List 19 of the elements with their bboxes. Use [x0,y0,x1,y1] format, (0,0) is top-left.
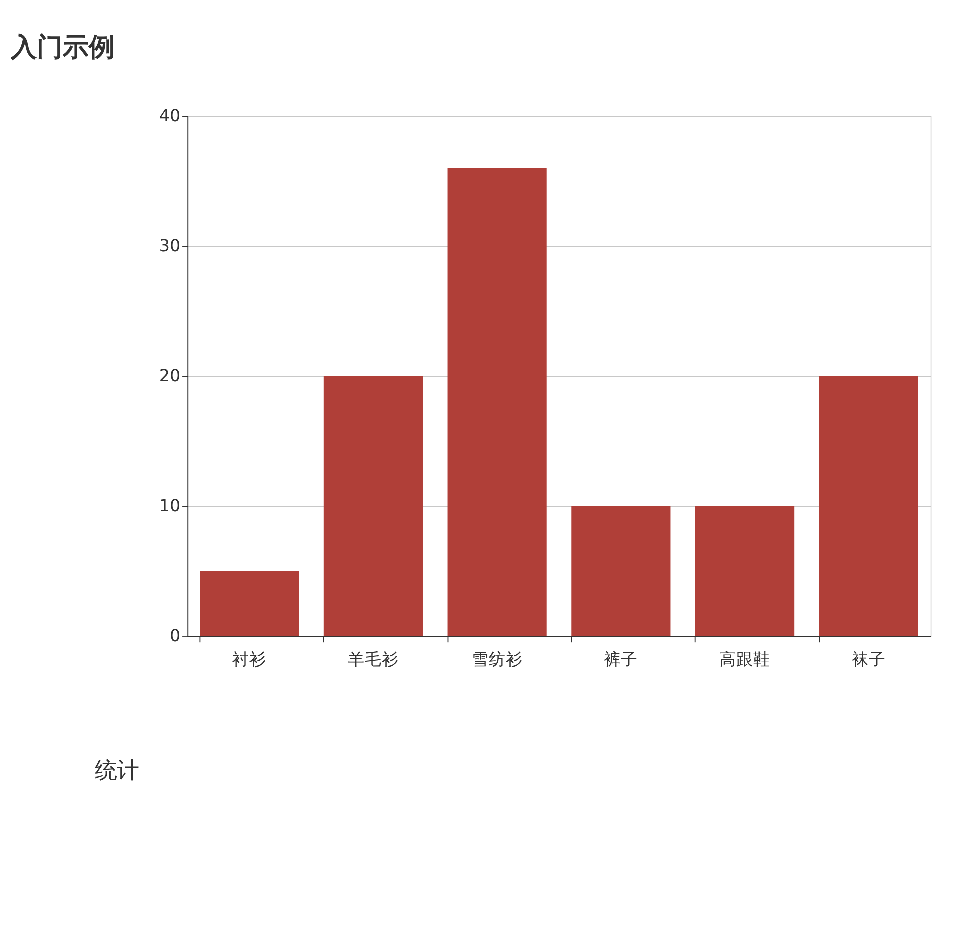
bar [696,506,795,637]
y-tick-label: 0 [170,626,181,646]
text: 统计 [94,758,139,784]
chart-title: 入门示例 [10,32,116,63]
y-tick-label: 30 [159,235,181,256]
y-tick-label: 10 [159,496,181,516]
x-tick-label: 高跟鞋 [720,648,771,669]
y-tick-label: 40 [159,105,181,126]
x-tick-label: 羊毛衫 [348,648,399,669]
bar [819,376,918,637]
bar [200,572,300,637]
x-tick-label: 袜子 [852,648,886,669]
bar [572,506,671,637]
x-tick-label: 雪纺衫 [472,648,523,669]
y-tick-label: 20 [159,366,181,386]
x-tick-label: 衬衫 [232,648,267,669]
x-tick-label: 裤子 [604,648,638,669]
bar [448,168,547,637]
bar [324,376,423,637]
